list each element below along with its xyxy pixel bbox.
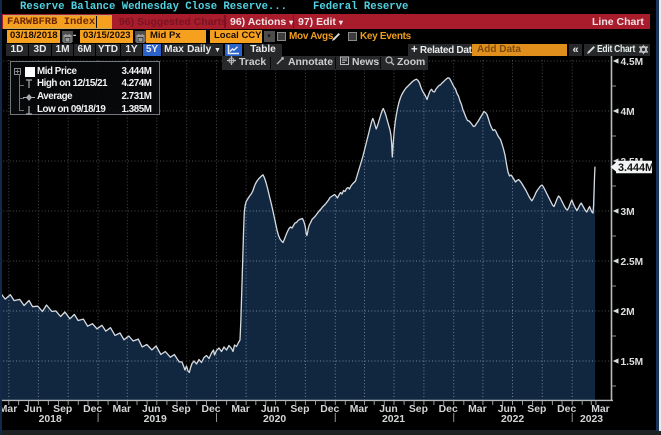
svg-text:Sep: Sep bbox=[409, 404, 428, 415]
svg-text:Mar: Mar bbox=[231, 404, 249, 415]
svg-text:Dec: Dec bbox=[439, 404, 458, 415]
svg-text:Dec: Dec bbox=[320, 404, 339, 415]
svg-text:2020: 2020 bbox=[263, 414, 286, 425]
svg-text:Sep: Sep bbox=[172, 404, 191, 415]
svg-text:Mar: Mar bbox=[591, 404, 609, 415]
svg-text:2023: 2023 bbox=[580, 414, 603, 425]
svg-text:Dec: Dec bbox=[201, 404, 220, 415]
svg-text:2021: 2021 bbox=[382, 414, 405, 425]
svg-text:Sep: Sep bbox=[53, 404, 72, 415]
svg-text:3M: 3M bbox=[621, 207, 635, 218]
svg-text:Mar: Mar bbox=[0, 404, 17, 415]
svg-text:Jun: Jun bbox=[261, 404, 279, 415]
svg-text:4.5M: 4.5M bbox=[621, 57, 644, 68]
svg-text:Sep: Sep bbox=[527, 404, 546, 415]
svg-text:Mar: Mar bbox=[468, 404, 486, 415]
svg-text:4M: 4M bbox=[621, 107, 635, 118]
svg-text:Jun: Jun bbox=[498, 404, 516, 415]
svg-text:Jun: Jun bbox=[142, 404, 160, 415]
svg-text:Mar: Mar bbox=[350, 404, 368, 415]
svg-text:3.444M: 3.444M bbox=[618, 162, 654, 174]
svg-text:1.5M: 1.5M bbox=[621, 357, 644, 368]
svg-text:2018: 2018 bbox=[39, 414, 62, 425]
svg-text:2019: 2019 bbox=[144, 414, 167, 425]
svg-text:2M: 2M bbox=[621, 307, 635, 318]
svg-text:Sep: Sep bbox=[290, 404, 309, 415]
svg-text:Jun: Jun bbox=[24, 404, 42, 415]
svg-text:Mar: Mar bbox=[113, 404, 131, 415]
svg-text:Dec: Dec bbox=[83, 404, 102, 415]
svg-text:Jun: Jun bbox=[379, 404, 397, 415]
svg-text:Dec: Dec bbox=[557, 404, 576, 415]
svg-text:2022: 2022 bbox=[501, 414, 524, 425]
svg-text:2.5M: 2.5M bbox=[621, 257, 644, 268]
